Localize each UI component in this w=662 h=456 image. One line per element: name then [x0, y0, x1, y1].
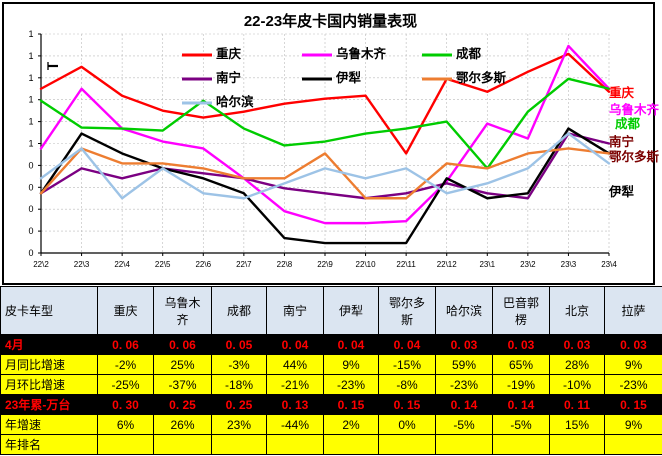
svg-text:1: 1 — [28, 117, 33, 127]
svg-text:22\11: 22\11 — [396, 260, 416, 269]
svg-text:0: 0 — [28, 226, 33, 236]
svg-text:22\4: 22\4 — [114, 260, 130, 269]
svg-text:23\1: 23\1 — [479, 260, 495, 269]
svg-text:0: 0 — [28, 182, 33, 192]
svg-text:22\5: 22\5 — [155, 260, 171, 269]
svg-text:22\7: 22\7 — [236, 260, 252, 269]
svg-text:1: 1 — [28, 139, 33, 149]
svg-text:1: 1 — [28, 95, 33, 105]
svg-text:22\2: 22\2 — [33, 260, 49, 269]
svg-text:23\4: 23\4 — [601, 260, 617, 269]
svg-text:0: 0 — [28, 204, 33, 214]
svg-text:22\3: 22\3 — [74, 260, 90, 269]
svg-text:22\8: 22\8 — [277, 260, 293, 269]
svg-text:22\6: 22\6 — [195, 260, 211, 269]
svg-text:22\12: 22\12 — [437, 260, 458, 269]
svg-text:22\10: 22\10 — [356, 260, 377, 269]
svg-text:23\2: 23\2 — [520, 260, 536, 269]
svg-text:22\9: 22\9 — [317, 260, 333, 269]
svg-text:0: 0 — [28, 160, 33, 170]
svg-text:0: 0 — [28, 248, 33, 258]
svg-text:23\3: 23\3 — [561, 260, 577, 269]
